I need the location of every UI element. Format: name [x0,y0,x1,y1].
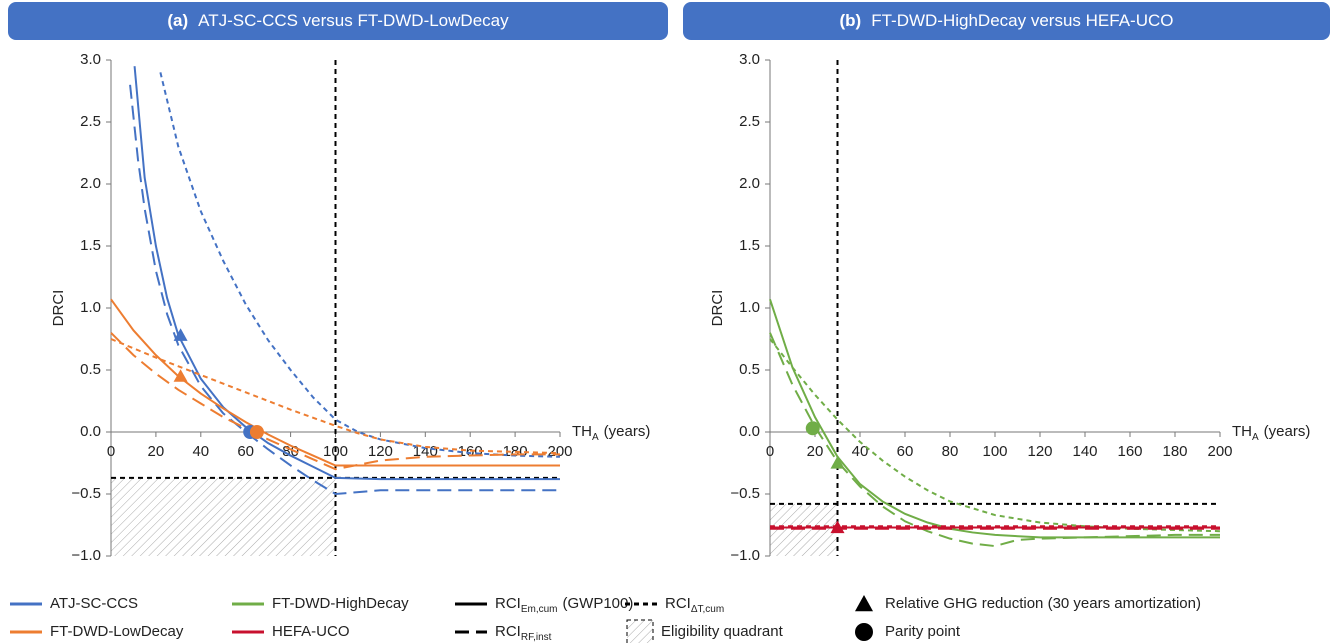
series-line [110,332,560,471]
y-tick-label: −1.0 [730,547,760,564]
x-tick-label: 40 [852,443,869,460]
y-tick-label: 1.5 [739,237,760,254]
series-line [129,84,560,496]
y-tick-label: 2.0 [739,175,760,192]
x-tick-label: 60 [897,443,914,460]
ghg-reduction-marker [173,328,188,341]
legend-label: Eligibility quadrant [661,623,784,640]
title-text: ATJ-SC-CCS versus FT-DWD-LowDecay [198,11,509,30]
parity-point [249,425,264,439]
title-text: FT-DWD-HighDecay versus HEFA-UCO [871,11,1173,30]
x-tick-label: 200 [1207,443,1232,460]
legend-text: FT-DWD-HighDecay [272,595,409,612]
legend-label: FT-DWD-LowDecay [50,623,184,640]
x-tick-label: 100 [982,443,1007,460]
x-tick-label: 200 [547,443,572,460]
series-line [133,66,560,481]
y-tick-label: 2.5 [80,113,101,130]
title-bar [8,2,668,40]
y-tick-label: 3.0 [739,51,760,68]
x-label-sub: A [1252,432,1259,443]
legend-text: ATJ-SC-CCS [50,595,138,612]
x-tick-label: 60 [237,443,254,460]
legend-label: RCIΔT,cum [665,595,724,615]
y-tick-label: 0.0 [80,423,101,440]
legend-text: Parity point [885,623,961,640]
x-tick-label: 160 [1117,443,1142,460]
series-line [110,338,561,455]
ghg-reduction-marker [173,369,188,382]
x-label-unit: (years) [1264,423,1311,440]
ghg-reduction-marker [830,520,845,534]
y-tick-label: −0.5 [730,485,760,502]
x-axis-label: THA (years) [1232,423,1310,443]
y-tick-label: −0.5 [71,485,101,502]
legend-label: RCIRF,inst [495,623,552,643]
x-tick-label: 0 [107,443,115,460]
series-line [769,338,1221,533]
ghg-reduction-marker [830,456,845,469]
x-tick-label: 120 [1027,443,1052,460]
legend-suffix: (GWP100) [563,595,634,612]
x-label-main: TH [572,423,592,440]
panel-title: (a) ATJ-SC-CCS versus FT-DWD-LowDecay [167,11,509,30]
y-tick-label: 3.0 [80,51,101,68]
y-tick-label: 1.5 [80,237,101,254]
parity-point [805,421,820,436]
x-tick-label: 140 [1072,443,1097,460]
y-tick-label: −1.0 [71,547,101,564]
panel-label: (a) [167,11,188,30]
y-tick-label: 0.5 [80,361,101,378]
legend-triangle [855,595,873,612]
legend-label: Parity point [885,623,961,640]
legend-label: HEFA-UCO [272,623,350,640]
legend-text: RCI [665,595,691,612]
x-label-unit: (years) [604,423,651,440]
x-tick-label: 20 [807,443,824,460]
x-tick-label: 180 [1162,443,1187,460]
x-tick-label: 120 [368,443,393,460]
series-line [110,298,560,467]
series-line [159,72,561,458]
x-label-main: TH [1232,423,1252,440]
eligibility-quadrant [111,477,336,556]
y-tick-label: 1.0 [80,299,101,316]
legend-text: HEFA-UCO [272,623,350,640]
legend-box [626,619,654,643]
x-axis-label: THA (years) [572,423,650,443]
series-line [769,332,1220,548]
legend-circle [855,623,873,641]
legend-label: Relative GHG reduction (30 years amortiz… [885,595,1201,612]
legend-label: RCIEm,cum (GWP100) [495,595,633,615]
legend-label: FT-DWD-HighDecay [272,595,409,612]
y-tick-label: 0.0 [739,423,760,440]
panel-title: (b) FT-DWD-HighDecay versus HEFA-UCO [840,11,1174,30]
legend-text: Eligibility quadrant [661,623,784,640]
legend-text: RCI [495,623,521,640]
legend-text: FT-DWD-LowDecay [50,623,184,640]
y-tick-label: 0.5 [739,361,760,378]
legend-text: Relative GHG reduction (30 years amortiz… [885,595,1201,612]
legend-text: RCI [495,595,521,612]
x-tick-label: 80 [942,443,959,460]
legend-label: ATJ-SC-CCS [50,595,138,612]
y-tick-label: 2.0 [80,175,101,192]
legend-sub: RF,inst [521,632,552,643]
x-tick-label: 20 [148,443,165,460]
x-tick-label: 0 [766,443,774,460]
x-tick-label: 40 [192,443,209,460]
legend-sub: Em,cum [521,604,558,615]
y-tick-label: 1.0 [739,299,760,316]
y-tick-label: 2.5 [739,113,760,130]
y-axis-label: DRCI [709,290,726,327]
eligibility-quadrant [770,503,838,556]
legend-sub: ΔT,cum [691,604,724,615]
panel-label: (b) [840,11,862,30]
x-label-sub: A [592,432,599,443]
y-axis-label: DRCI [50,290,67,327]
title-bar [683,2,1330,40]
